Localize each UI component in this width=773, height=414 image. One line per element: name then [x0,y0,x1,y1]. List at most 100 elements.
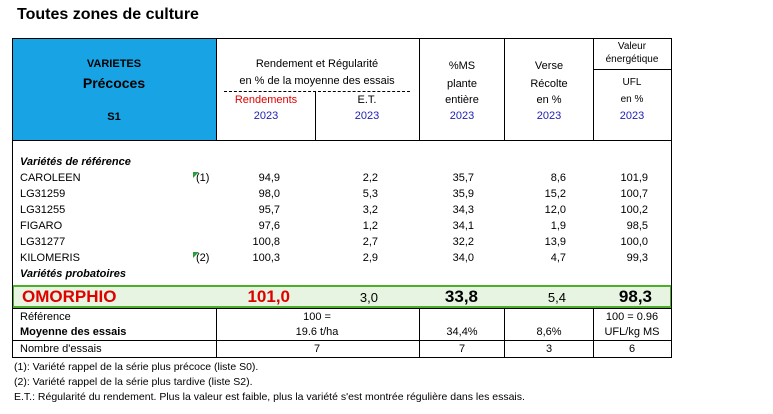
header-valeur-1: Valeur [617,41,647,52]
row-ufl: 100,0 [620,236,648,248]
row-ms: 32,2 [452,236,474,248]
year-ms: 2023 [449,110,475,122]
row-verse: 1,9 [550,220,566,232]
row-name: CAROLEEN [20,172,81,184]
summary-top-line [12,308,672,309]
section-reference: Variétés de référence [20,156,131,168]
highlight-rend: 101,0 [247,287,290,306]
header-ms-3: entière [445,94,479,106]
row-rend: 94,9 [258,172,280,184]
year-verse: 2023 [536,110,562,122]
row-verse: 13,9 [544,236,566,248]
row-ufl: 100,7 [620,188,648,200]
header-verse-2: Récolte [530,78,568,90]
footnote-3: E.T.: Régularité du rendement. Plus la v… [14,391,525,403]
row-rend: 97,6 [258,220,280,232]
row-name: LG31255 [20,204,66,216]
row-name: LG31259 [20,188,66,200]
summary-nombre-ms: 7 [458,343,466,355]
header-verse-1: Verse [534,60,564,72]
summary-moyenne-label: Moyenne des essais [20,326,127,338]
row-note: (2) [196,252,210,264]
header-serie: S1 [107,111,121,123]
year-rendements: 2023 [253,110,279,122]
summary-nombre-ufl: 6 [628,343,636,355]
col-divider-5b [593,308,594,358]
row-rend: 100,3 [252,252,280,264]
row-et: 2,9 [362,252,378,264]
row-ufl: 100,2 [620,204,648,216]
border-bottom [12,357,672,358]
header-et: E.T. [357,94,377,106]
highlight-name: OMORPHIO [22,287,117,306]
highlight-ufl: 98,3 [618,287,652,306]
note-flag-icon [193,252,199,258]
summary-moyenne-ufl: UFL/kg MS [604,326,660,338]
row-verse: 15,2 [544,188,566,200]
header-verse-3: en % [536,94,562,106]
row-et: 2,7 [362,236,378,248]
col-divider-1 [216,38,217,140]
summary-moyenne-ms: 34,4% [446,326,478,338]
header-varietes: VARIETES [86,58,142,70]
header-precoces: Précoces [82,75,146,91]
variety-table: VARIETES Précoces S1 Rendement et Régula… [12,38,672,358]
row-note: (1) [196,172,210,184]
row-verse: 4,7 [550,252,566,264]
col-divider-3b [419,308,420,358]
header-dashed-line [224,91,410,92]
summary-moyenne-verse: 8,6% [536,326,562,338]
summary-nombre-rend: 7 [313,343,321,355]
summary-reference-label: Référence [20,311,71,323]
highlight-et: 3,0 [359,290,378,305]
footnote-1: (1): Variété rappel de la série plus pré… [14,361,259,373]
col-divider-5 [593,38,594,140]
row-ms: 35,9 [452,188,474,200]
summary-mid-line [12,340,672,341]
row-et: 3,2 [362,204,378,216]
header-ms-1: %MS [448,60,476,72]
row-ms: 34,1 [452,220,474,232]
summary-moyenne-rend: 19.6 t/ha [295,326,339,338]
year-et: 2023 [354,110,380,122]
note-flag-icon [193,172,199,178]
row-ufl: 99,3 [626,252,648,264]
row-verse: 8,6 [550,172,566,184]
row-ms: 34,0 [452,252,474,264]
header-rendement-1: Rendement et Régularité [255,58,379,70]
col-divider-1b [216,308,217,358]
row-et: 5,3 [362,188,378,200]
border-top [12,38,672,39]
row-name: LG31277 [20,236,66,248]
row-rend: 98,0 [258,188,280,200]
col-divider-4 [504,38,505,140]
row-ufl: 101,9 [620,172,648,184]
col-divider-4b [504,308,505,358]
row-name: KILOMERIS [20,252,80,264]
header-ufl-divider [593,69,672,70]
highlight-verse: 5,4 [547,290,566,305]
header-rendement-2: en % de la moyenne des essais [239,75,395,87]
page-title: Toutes zones de culture [17,6,199,23]
header-variety-block [12,38,216,140]
row-et: 2,2 [362,172,378,184]
header-valeur-4: en % [620,94,644,105]
row-rend: 95,7 [258,204,280,216]
row-rend: 100,8 [252,236,280,248]
summary-nombre-verse: 3 [545,343,553,355]
summary-nombre-label: Nombre d'essais [20,343,102,355]
row-ufl: 98,5 [626,220,648,232]
row-name: FIGARO [20,220,63,232]
col-divider-3 [419,38,420,140]
row-ms: 35,7 [452,172,474,184]
row-et: 1,2 [362,220,378,232]
header-valeur-2: énergétique [605,54,659,65]
section-probatoires: Variétés probatoires [20,268,126,280]
footnote-2: (2): Variété rappel de la série plus tar… [14,376,253,388]
summary-reference-rend: 100 = [303,311,331,323]
row-ms: 34,3 [452,204,474,216]
header-rendements: Rendements [234,94,298,106]
summary-reference-ufl: 100 = 0.96 [605,311,659,323]
border-right [671,38,672,358]
col-divider-2 [315,92,316,140]
